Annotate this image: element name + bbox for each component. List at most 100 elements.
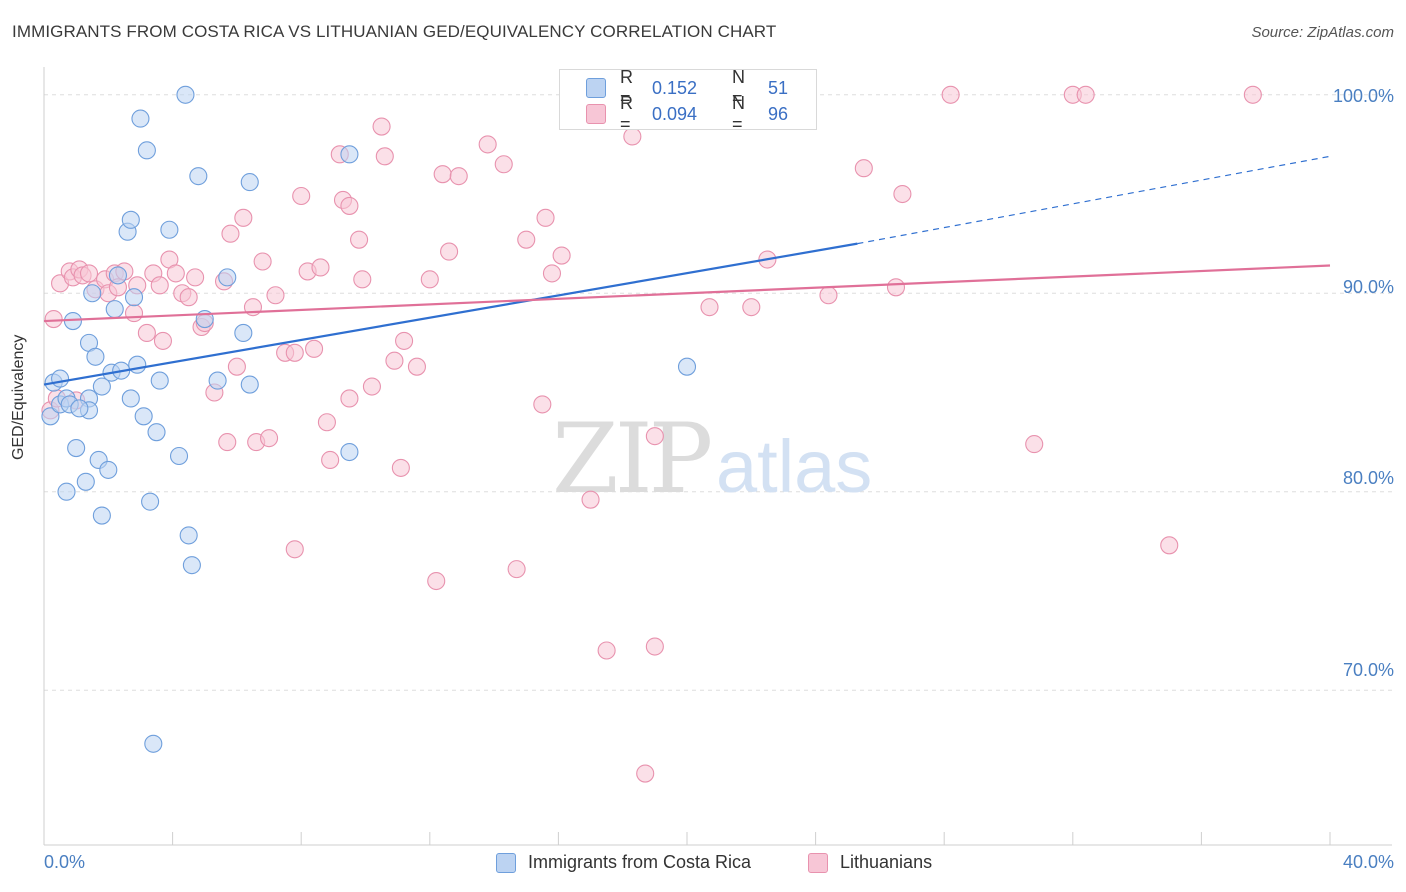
lithuanians-point bbox=[819, 286, 838, 305]
lithuanians-point bbox=[221, 224, 240, 243]
legend-r-label: R = bbox=[620, 93, 633, 134]
y-tick-80: 80.0% bbox=[1342, 468, 1394, 488]
lithuanians-point bbox=[179, 288, 198, 307]
lithuanians-point bbox=[166, 264, 185, 283]
costa-rica-point bbox=[176, 85, 195, 104]
legend-swatch-pink bbox=[586, 104, 606, 124]
lithuanians-point bbox=[311, 258, 330, 277]
costa-rica-point bbox=[92, 377, 111, 396]
legend-item-lithuanians[interactable]: Lithuanians bbox=[808, 852, 932, 873]
trend-lines bbox=[43, 155, 1331, 386]
lithuanians-point bbox=[285, 540, 304, 559]
costa-rica-point bbox=[128, 355, 147, 374]
costa-rica-point bbox=[169, 446, 189, 466]
costa-rica-point bbox=[234, 323, 253, 342]
costa-rica-point bbox=[131, 109, 150, 128]
costa-rica-point bbox=[240, 375, 259, 394]
axes bbox=[43, 67, 1392, 846]
costa-rica-point bbox=[182, 556, 201, 575]
costa-rica-point bbox=[144, 734, 163, 753]
costa-rica-point bbox=[240, 173, 259, 192]
lithuanians-point bbox=[259, 429, 279, 448]
lithuanians-point bbox=[350, 230, 369, 249]
lithuanians-point bbox=[427, 571, 446, 591]
costa-rica-point bbox=[92, 506, 111, 525]
lithuanians-point bbox=[1025, 435, 1044, 454]
lithuanians-point bbox=[362, 377, 381, 396]
costa-rica-point bbox=[99, 460, 118, 479]
costa-rica-point bbox=[121, 210, 140, 229]
legend-label-lithuanians: Lithuanians bbox=[840, 852, 933, 872]
legend-item-costa-rica[interactable]: Immigrants from Costa Rica bbox=[496, 852, 751, 873]
lithuanians-point bbox=[742, 298, 761, 317]
y-axis-label: GED/Equivalency bbox=[10, 334, 27, 460]
legend-label-costa-rica: Immigrants from Costa Rica bbox=[528, 852, 752, 872]
lithuanians-point bbox=[941, 85, 960, 104]
lithuanians-point bbox=[533, 395, 552, 414]
lithuanians-point bbox=[391, 458, 410, 477]
y-tick-100: 100.0% bbox=[1332, 86, 1394, 106]
costa-rica-point bbox=[141, 492, 160, 511]
y-tick-90: 90.0% bbox=[1342, 277, 1394, 297]
costa-rica-point bbox=[124, 288, 144, 307]
legend-swatch-blue bbox=[586, 78, 606, 98]
legend-swatch-blue bbox=[496, 852, 516, 873]
costa-rica-point bbox=[218, 268, 237, 287]
lithuanians-point bbox=[552, 246, 571, 265]
legend-r-label: R = bbox=[620, 67, 633, 108]
legend-n-value: 51 bbox=[768, 77, 789, 98]
lithuanians-point bbox=[153, 331, 173, 350]
costa-rica-point bbox=[83, 284, 102, 303]
lithuanians-point bbox=[150, 276, 169, 295]
lithuanians-point bbox=[137, 323, 156, 342]
lithuanians-point bbox=[186, 268, 205, 287]
lithuanians-point bbox=[1160, 536, 1179, 555]
lithuanians-point bbox=[253, 252, 272, 271]
costa-rica-point bbox=[340, 145, 359, 164]
x-tick-min: 0.0% bbox=[44, 852, 86, 872]
lithuanians-point bbox=[597, 641, 616, 660]
lithuanians-point bbox=[854, 159, 873, 178]
lithuanians-point bbox=[218, 433, 237, 452]
lithuanians-point bbox=[449, 167, 468, 186]
lithuanians-point bbox=[321, 450, 340, 470]
costa-rica-point bbox=[134, 407, 153, 426]
lithuanians-point bbox=[636, 764, 655, 783]
lithuanians-point bbox=[700, 298, 719, 317]
costa-rica-point bbox=[67, 439, 86, 458]
costa-rica-point bbox=[340, 442, 359, 462]
lithuanians-point bbox=[292, 186, 311, 206]
lithuanians-point bbox=[266, 286, 285, 305]
costa-rica-point bbox=[108, 266, 127, 285]
lithuanians-point bbox=[645, 637, 664, 656]
lithuanians-point bbox=[494, 155, 513, 174]
costa-rica-point bbox=[189, 167, 208, 186]
lithuanians-point bbox=[317, 413, 336, 432]
lithuanians-point bbox=[478, 135, 497, 154]
lithuanians-point bbox=[645, 427, 664, 446]
lithuanians-point bbox=[305, 339, 324, 358]
lithuanians-point bbox=[1243, 85, 1262, 104]
costa-rica-point bbox=[57, 482, 76, 501]
lithuanians-point bbox=[385, 351, 404, 370]
lithuanians-point bbox=[542, 264, 562, 283]
legend-n-value: 96 bbox=[768, 103, 789, 124]
lithuanians-point bbox=[340, 196, 359, 215]
costa-rica-point bbox=[121, 389, 140, 408]
costa-rica-point bbox=[150, 371, 169, 390]
lithuanians-points bbox=[41, 85, 1262, 783]
lithuanians-point bbox=[581, 490, 600, 509]
costa-rica-point bbox=[41, 407, 60, 426]
watermark-zip: ZIP bbox=[552, 403, 711, 515]
lithuanians-point bbox=[1076, 85, 1095, 104]
chart-title: IMMIGRANTS FROM COSTA RICA VS LITHUANIAN… bbox=[12, 22, 777, 41]
legend-r-value: 0.152 bbox=[652, 77, 698, 98]
legend-swatch-pink bbox=[808, 852, 828, 873]
costa-rica-point bbox=[76, 472, 95, 491]
source-credit: Source: ZipAtlas.com bbox=[1251, 24, 1394, 41]
lithuanians-point bbox=[340, 389, 359, 408]
costa-rica-point bbox=[86, 347, 105, 366]
lithuanians-point bbox=[234, 208, 253, 227]
lithuanians-point bbox=[433, 165, 452, 184]
